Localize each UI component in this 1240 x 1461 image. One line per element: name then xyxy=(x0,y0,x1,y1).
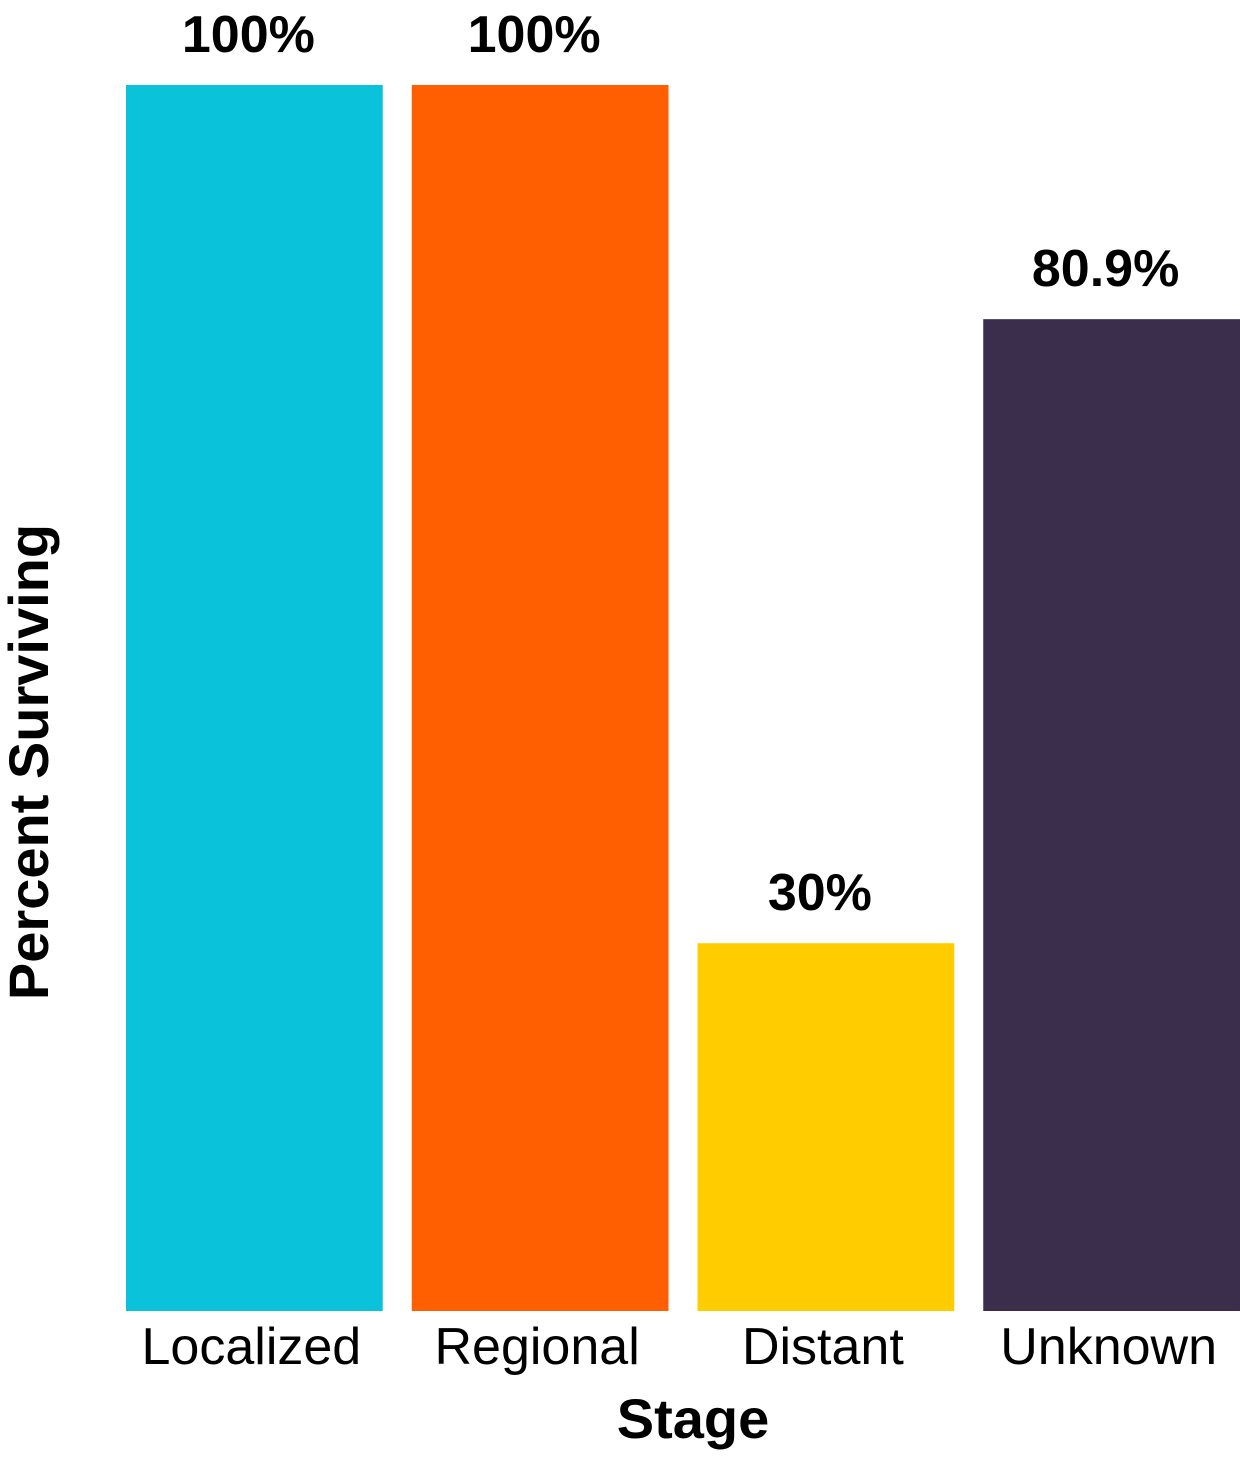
x-tick-label-regional: Regional xyxy=(434,1318,639,1376)
bar-regional xyxy=(411,85,669,1311)
value-label-localized: 100% xyxy=(182,6,315,64)
value-label-regional: 100% xyxy=(468,6,601,64)
y-axis-title: Percent Surviving xyxy=(0,524,60,1000)
bar-distant xyxy=(697,943,955,1311)
value-labels-group: 100% 100% 30% 80.9% xyxy=(182,6,1179,922)
bar-unknown xyxy=(983,319,1240,1311)
value-label-unknown: 80.9% xyxy=(1032,240,1179,298)
x-tick-label-unknown: Unknown xyxy=(1000,1318,1217,1376)
bars-group xyxy=(126,85,1240,1311)
bar-localized xyxy=(126,85,383,1311)
value-label-distant: 30% xyxy=(768,864,872,922)
x-tick-label-distant: Distant xyxy=(742,1318,904,1376)
x-tick-label-localized: Localized xyxy=(142,1318,362,1376)
x-tick-labels-group: Localized Regional Distant Unknown xyxy=(142,1318,1218,1376)
x-axis-title: Stage xyxy=(617,1387,770,1450)
